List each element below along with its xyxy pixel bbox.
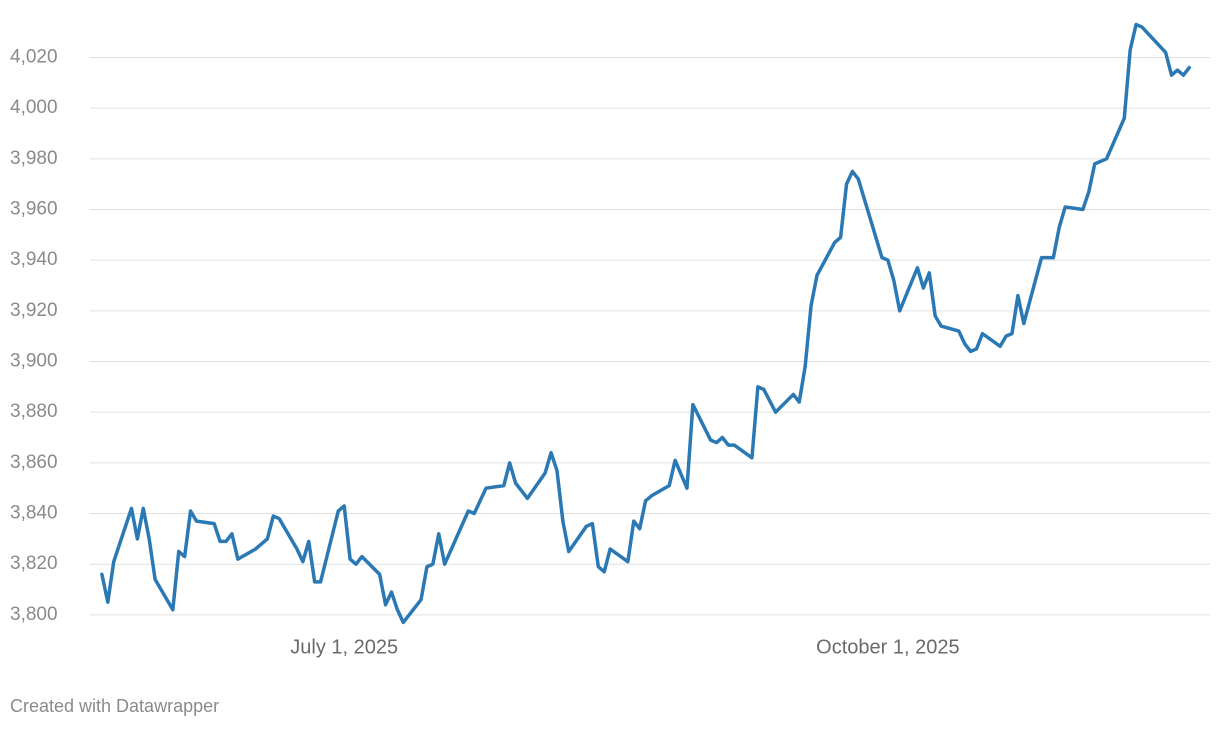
- y-tick-label: 3,960: [10, 199, 58, 220]
- y-tick-label: 4,020: [10, 46, 58, 67]
- y-tick-label: 3,980: [10, 148, 58, 169]
- y-tick-label: 3,840: [10, 503, 58, 524]
- footer: Created with Datawrapper: [10, 696, 219, 716]
- y-tick-label: 3,940: [10, 249, 58, 270]
- line-series: [100, 22, 1192, 625]
- y-tick-label: 3,900: [10, 351, 58, 372]
- y-tick-label: 3,820: [10, 553, 58, 574]
- y-tick-label: 4,000: [10, 97, 58, 118]
- y-tick-label: 3,860: [10, 452, 58, 473]
- x-tick-label: October 1, 2025: [816, 636, 959, 658]
- y-tick-label: 3,880: [10, 401, 58, 422]
- y-tick-label: 3,800: [10, 604, 58, 625]
- x-tick-label: July 1, 2025: [290, 636, 398, 658]
- y-tick-label: 3,920: [10, 300, 58, 321]
